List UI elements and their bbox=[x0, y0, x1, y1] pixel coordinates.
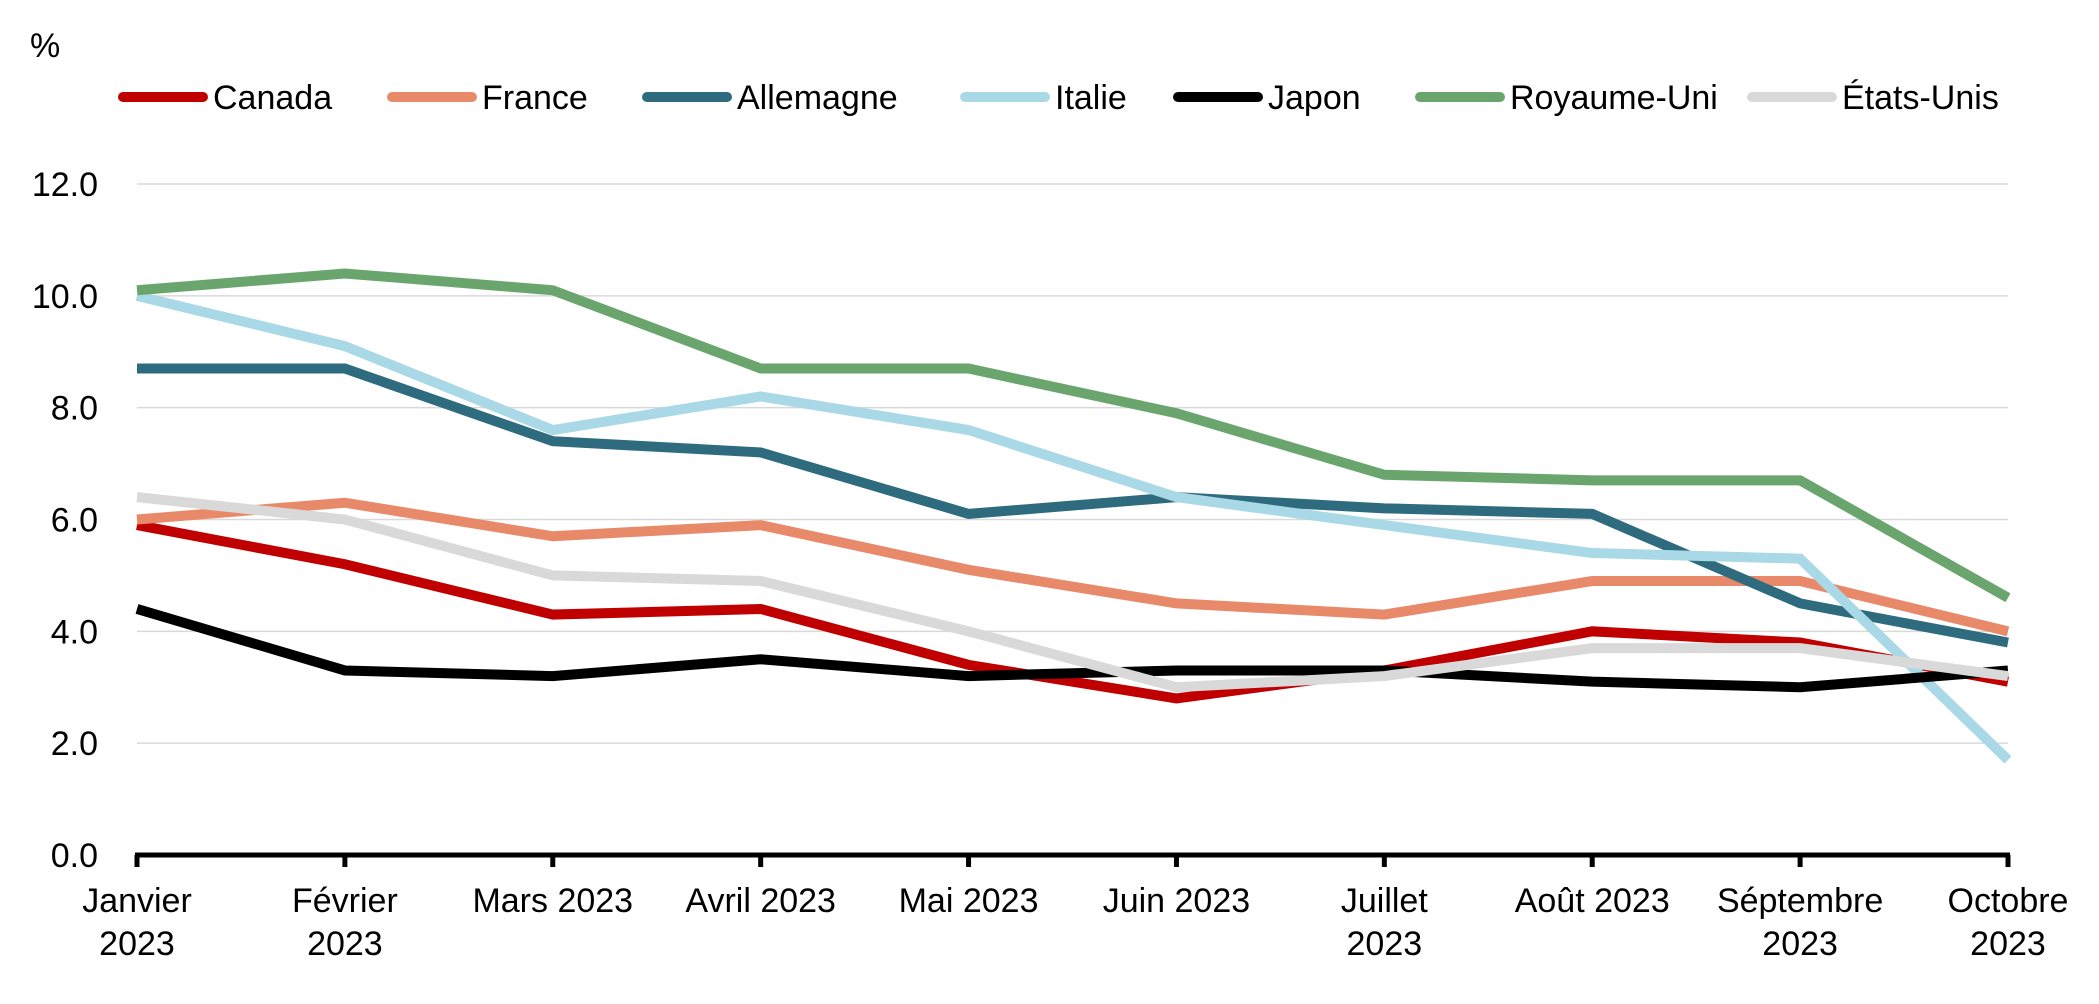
series-line-france bbox=[136, 497, 2010, 637]
x-tick-label: Février 2023 bbox=[292, 882, 398, 963]
y-tick-label: 2.0 bbox=[51, 725, 98, 763]
x-tick-label: Mars 2023 bbox=[472, 882, 633, 920]
series-line--tats-unis bbox=[136, 492, 2009, 693]
legend-item-japon: Japon bbox=[1173, 79, 1361, 117]
y-axis-label: % bbox=[30, 27, 60, 65]
series-line-allemagne bbox=[137, 363, 2009, 648]
x-tick-label: Janvier 2023 bbox=[82, 882, 192, 963]
x-tick-label: Août 2023 bbox=[1515, 882, 1670, 920]
x-tick-label: Mai 2023 bbox=[899, 882, 1039, 920]
legend-item-italie: Italie bbox=[960, 79, 1127, 117]
y-tick-label: 8.0 bbox=[51, 390, 98, 428]
legend-item--tats-unis: États-Unis bbox=[1747, 79, 1999, 117]
legend-item-royaume-uni: Royaume-Uni bbox=[1415, 79, 1718, 117]
series-line-japon bbox=[135, 604, 2009, 693]
legend-label: Canada bbox=[213, 79, 332, 117]
legend: Canada France Allemagne Italie Japon Royaume-… bbox=[118, 79, 1999, 117]
legend-label: Royaume-Uni bbox=[1510, 79, 1718, 117]
legend-label: États-Unis bbox=[1842, 79, 1999, 117]
series-line-canada bbox=[136, 520, 2009, 704]
series-line-royaume-uni bbox=[136, 268, 2011, 603]
legend-label: Allemagne bbox=[737, 79, 898, 117]
x-tick-label: Avril 2023 bbox=[685, 882, 836, 920]
x-tick-label: Séptembre 2023 bbox=[1717, 882, 1883, 963]
x-axis bbox=[134, 852, 2011, 867]
y-tick-label: 0.0 bbox=[51, 837, 98, 875]
legend-label: France bbox=[482, 79, 588, 117]
y-tick-labels: 0.0 2.0 4.0 6.0 8.0 10.0 12.0 bbox=[32, 166, 98, 875]
legend-item-allemagne: Allemagne bbox=[642, 79, 898, 117]
y-tick-label: 10.0 bbox=[32, 278, 98, 316]
y-tick-label: 4.0 bbox=[51, 613, 98, 651]
x-tick-label: Juillet 2023 bbox=[1341, 882, 1428, 963]
x-tick-label: Octobre 2023 bbox=[1948, 882, 2069, 963]
x-tick-label: Juin 2023 bbox=[1103, 882, 1250, 920]
legend-label: Italie bbox=[1055, 79, 1127, 117]
legend-label: Japon bbox=[1268, 79, 1361, 117]
legend-item-france: France bbox=[387, 79, 588, 117]
series-lines bbox=[135, 268, 2012, 764]
y-tick-label: 12.0 bbox=[32, 166, 98, 204]
legend-item-canada: Canada bbox=[118, 79, 332, 117]
x-tick-labels: Janvier 2023 Février 2023 Mars 2023 Avril 202… bbox=[82, 882, 2068, 963]
series-line-italie bbox=[135, 290, 2012, 764]
y-tick-label: 6.0 bbox=[51, 502, 98, 540]
